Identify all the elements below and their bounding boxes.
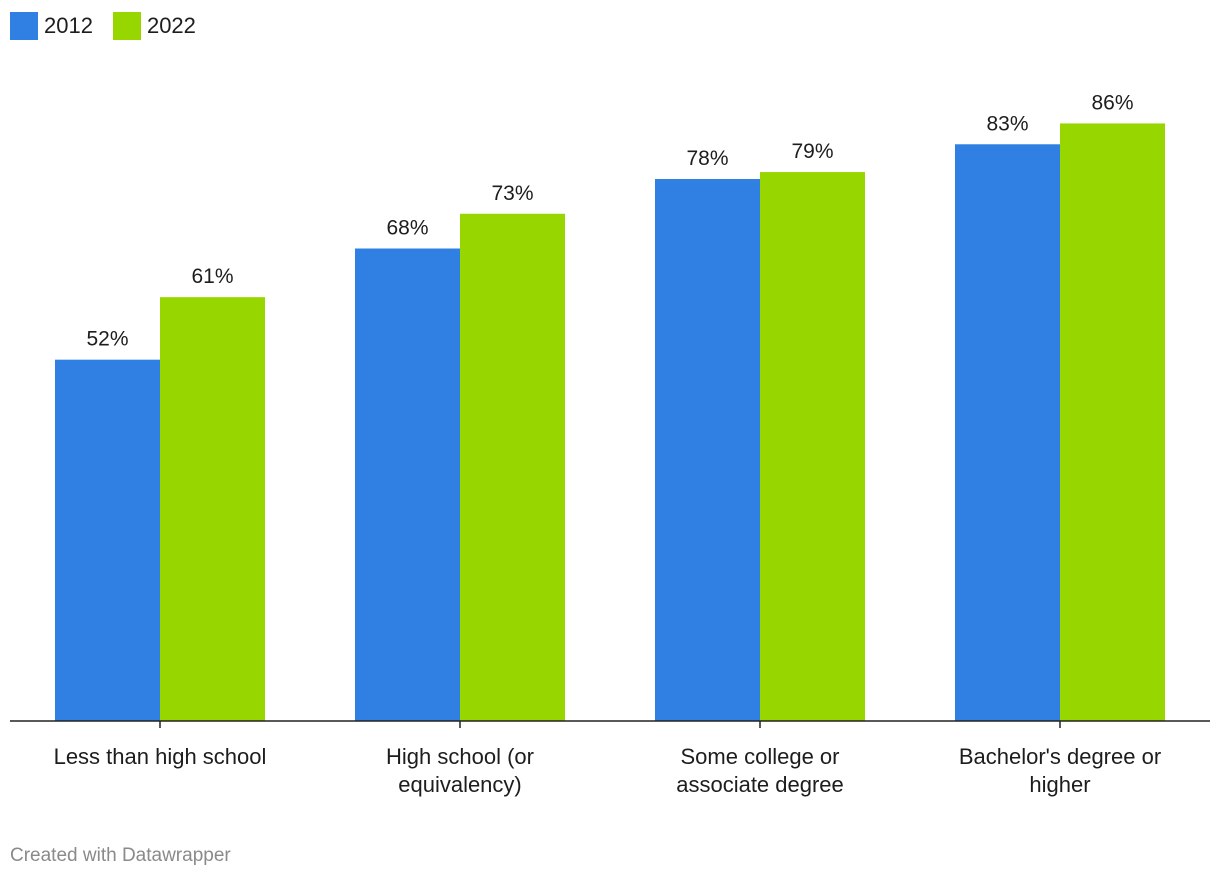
data-label: 83% (986, 112, 1028, 135)
x-tick-label: Some college or (681, 744, 840, 769)
legend-label-2012: 2012 (44, 13, 93, 38)
data-label: 68% (386, 217, 428, 240)
x-tick-label: High school (or (386, 744, 534, 769)
bar-2012 (55, 359, 160, 721)
data-label: 73% (491, 182, 533, 205)
bar-group: 52% 61% Less than high school (54, 265, 267, 769)
data-label: 52% (86, 328, 128, 351)
legend-swatch-2022 (112, 12, 141, 40)
bar-group: 68% 73% High school (or equivalency) (355, 182, 565, 797)
bar-2022 (160, 297, 265, 721)
bar-group: 83% 86% Bachelor's degree or higher (955, 91, 1165, 797)
legend-item-2022: 2022 (112, 12, 196, 40)
x-tick-label: associate degree (676, 772, 844, 797)
data-label: 79% (791, 140, 833, 163)
bar-2022 (760, 172, 865, 722)
legend-label-2022: 2022 (146, 13, 196, 38)
legend-item-2012: 2012 (10, 12, 93, 40)
bar-2012 (655, 179, 760, 722)
x-tick-label: higher (1029, 772, 1090, 797)
bar-2012 (955, 144, 1060, 721)
x-tick-label: equivalency) (398, 772, 522, 797)
bar-group: 78% 79% Some college or associate degree (655, 140, 865, 797)
bar-2012 (355, 248, 460, 721)
data-label: 78% (686, 147, 728, 170)
footer-credit: Created with Datawrapper (10, 845, 231, 866)
x-tick-label: Bachelor's degree or (959, 744, 1161, 769)
bar-2022 (460, 213, 565, 721)
legend-swatch-2012 (10, 12, 38, 40)
x-tick-label: Less than high school (54, 744, 267, 769)
data-label: 86% (1091, 91, 1133, 114)
data-label: 61% (191, 265, 233, 288)
bar-2022 (1060, 123, 1165, 721)
chart-legend: 2012 2022 (10, 12, 196, 40)
